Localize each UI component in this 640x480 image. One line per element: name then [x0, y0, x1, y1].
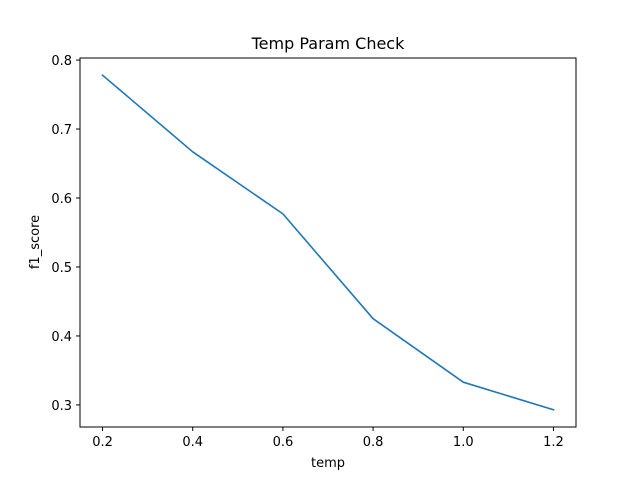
y-tick-label: 0.3: [51, 399, 72, 414]
x-tick-label: 1.2: [543, 435, 564, 450]
x-axis-ticks: 0.2 0.4 0.6 0.8 1.0 1.2: [92, 427, 564, 450]
y-tick-label: 0.7: [51, 123, 72, 138]
y-tick-label: 0.5: [51, 261, 72, 276]
series-line: [101, 74, 555, 411]
y-axis-label: f1_score: [28, 215, 43, 269]
y-tick-label: 0.8: [51, 54, 72, 69]
x-tick-label: 0.6: [273, 435, 294, 450]
x-tick-label: 0.2: [92, 435, 113, 450]
x-tick-label: 0.4: [182, 435, 203, 450]
y-tick-label: 0.4: [51, 330, 72, 345]
x-axis-label: temp: [311, 456, 345, 471]
y-axis-ticks: 0.3 0.4 0.5 0.6 0.7 0.8: [51, 54, 80, 414]
plot-area: 0.2 0.4 0.6 0.8 1.0 1.2 0.3 0.4 0.5 0.6 0.7 0.8: [51, 54, 577, 450]
y-tick-label: 0.6: [51, 192, 72, 207]
x-tick-label: 0.8: [363, 435, 384, 450]
x-tick-label: 1.0: [453, 435, 474, 450]
chart-title: Temp Param Check: [251, 34, 405, 53]
axes-frame: [79, 57, 577, 428]
